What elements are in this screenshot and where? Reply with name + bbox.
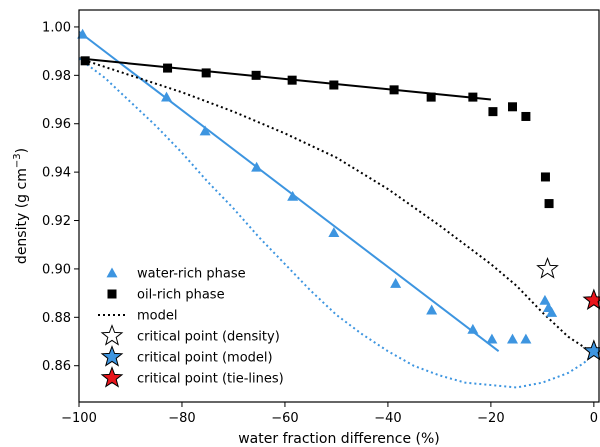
y-axis-label: density (g cm−3) xyxy=(12,148,30,264)
water-rich-phase-point xyxy=(507,333,519,344)
oil-rich-phase-point xyxy=(251,70,261,80)
oil-rich-phase-point xyxy=(488,107,498,117)
model-water-line xyxy=(79,57,595,389)
water-rich-phase-point xyxy=(161,91,173,102)
legend: water-rich phase oil-rich phase model criti… xyxy=(98,267,284,388)
oil-rich-phase-point xyxy=(389,85,399,95)
x-tick-label: −80 xyxy=(168,411,195,426)
water-rich-phase-point xyxy=(390,277,402,288)
y-tick-label: 0.94 xyxy=(42,166,71,181)
oil-rich-phase-point xyxy=(544,199,554,209)
water-rich-phase-point xyxy=(539,294,551,305)
legend-critical-point-model--label: critical point (model) xyxy=(137,351,273,366)
y-tick-label: 1.00 xyxy=(42,20,71,35)
oil-rich-phase-point xyxy=(163,63,173,73)
oil-rich-fit-line xyxy=(79,57,491,101)
oil-rich-phase-point xyxy=(468,92,478,102)
x-tick-label: −40 xyxy=(374,411,401,426)
legend-water-rich-phase-label: water-rich phase xyxy=(137,267,246,282)
oil-rich-phase-point xyxy=(80,56,90,66)
water-rich-fit-line xyxy=(79,30,500,352)
model-line xyxy=(79,57,595,355)
water-rich-phase-point xyxy=(287,190,299,201)
y-tick-label: 0.92 xyxy=(42,214,71,229)
y-tick-label: 0.96 xyxy=(42,117,71,132)
y-tick-label: 0.98 xyxy=(42,69,71,84)
x-tick-label: −60 xyxy=(271,411,298,426)
oil-rich-phase-point xyxy=(287,75,297,85)
water-rich-phase-point xyxy=(77,28,89,39)
water-rich-phase-point xyxy=(328,227,340,238)
x-axis: −100 −80 −60 −40 −20 0 xyxy=(61,402,598,426)
x-tick-label: 0 xyxy=(590,411,598,426)
y-tick-label: 0.88 xyxy=(42,311,71,326)
legend-model-label: model xyxy=(137,309,177,324)
oil-rich-phase-point xyxy=(521,111,531,121)
oil-rich-phase-point xyxy=(508,102,518,112)
oil-rich-phase-point xyxy=(201,68,211,78)
water-rich-phase-point xyxy=(486,333,498,344)
water-rich-phase-point xyxy=(467,323,479,334)
y-tick-label: 0.90 xyxy=(42,262,71,277)
legend-critical-point-density--symbol xyxy=(100,324,124,346)
y-axis: 0.86 0.88 0.90 0.92 0.94 0.96 0.98 1.00 xyxy=(42,20,79,374)
oil-rich-phase-point xyxy=(329,80,339,90)
x-tick-label: −20 xyxy=(477,411,504,426)
legend-oil-rich-phase-label: oil-rich phase xyxy=(137,288,225,303)
legend-critical-point-density--label: critical point (density) xyxy=(137,330,280,345)
legend-critical-point-model--symbol xyxy=(100,345,124,367)
x-axis-label: water fraction difference (%) xyxy=(238,431,440,447)
series-lines xyxy=(79,30,595,389)
water-rich-phase-point xyxy=(426,304,438,315)
critical-point-density--star xyxy=(536,256,559,279)
critical-point-tie-lines--star xyxy=(582,288,600,311)
plot-frame xyxy=(78,9,600,403)
oil-rich-phase-point xyxy=(426,92,436,102)
legend-critical-point-tie-lines--label: critical point (tie-lines) xyxy=(137,372,284,387)
water-rich-phase-point xyxy=(251,161,263,172)
water-rich-phase-point xyxy=(520,333,532,344)
oil-rich-phase-point xyxy=(540,172,550,182)
water-rich-phase-point xyxy=(546,306,558,317)
legend-oil-rich-phase-symbol xyxy=(107,289,117,299)
water-rich-phase-point xyxy=(199,125,211,136)
legend-water-rich-phase-symbol xyxy=(106,267,118,278)
y-tick-label: 0.86 xyxy=(42,359,71,374)
critical-point-model--star xyxy=(582,339,600,361)
legend-critical-point-tie-lines--symbol xyxy=(100,366,124,388)
x-tick-label: −100 xyxy=(61,411,97,426)
series-markers xyxy=(77,28,600,361)
